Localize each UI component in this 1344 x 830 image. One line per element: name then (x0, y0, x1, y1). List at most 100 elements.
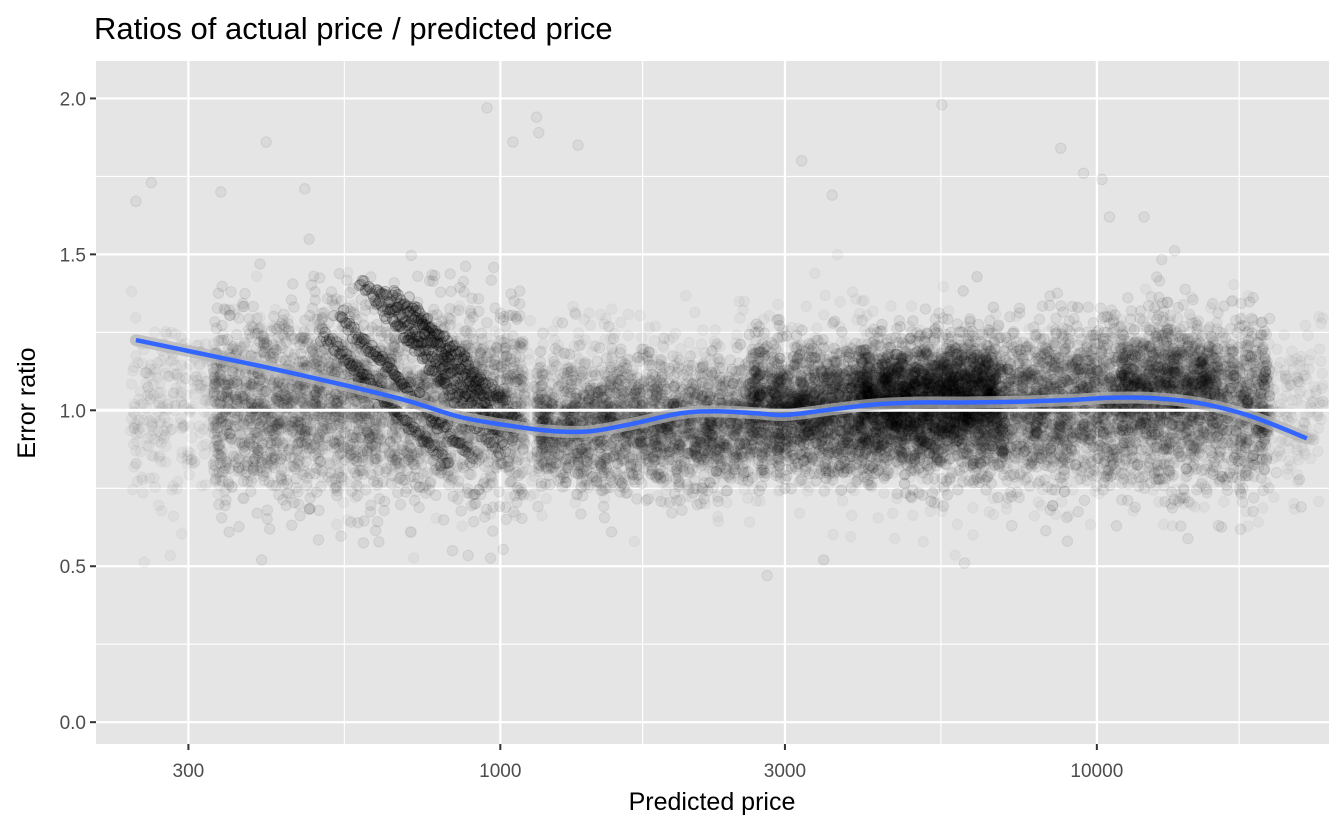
data-point (216, 512, 228, 524)
data-point (412, 270, 424, 282)
data-point (819, 310, 829, 320)
data-point (243, 313, 256, 325)
data-point (181, 363, 191, 373)
data-point (161, 441, 171, 451)
data-point (1229, 279, 1239, 289)
data-point (1314, 496, 1324, 506)
data-point (952, 519, 962, 529)
data-point (154, 500, 164, 510)
data-point (773, 299, 783, 309)
data-point (832, 250, 842, 260)
data-point (1311, 386, 1321, 396)
data-point (338, 394, 350, 406)
data-point (623, 330, 633, 340)
data-point (519, 456, 531, 469)
data-point (217, 334, 230, 346)
data-point (873, 513, 883, 523)
data-point (847, 287, 857, 297)
data-point (1292, 395, 1302, 405)
data-point (390, 373, 402, 386)
data-point (819, 485, 829, 495)
data-point (267, 339, 279, 351)
data-point (435, 320, 447, 332)
data-point (150, 434, 160, 444)
data-point (475, 488, 487, 500)
data-point (485, 274, 497, 286)
data-point (457, 375, 469, 387)
data-point (801, 301, 811, 311)
data-point (1158, 519, 1168, 529)
data-point (351, 490, 364, 502)
data-point (364, 506, 377, 518)
data-point (332, 519, 342, 529)
data-point (1282, 464, 1292, 474)
data-point (182, 403, 192, 413)
data-point (1306, 349, 1316, 359)
data-point (427, 454, 439, 467)
data-point (847, 510, 857, 520)
data-point (585, 320, 595, 330)
data-point (345, 516, 357, 528)
data-point (1296, 356, 1306, 366)
data-point (306, 344, 319, 356)
data-point (835, 297, 845, 307)
data-point (245, 485, 257, 498)
data-point (238, 300, 250, 313)
data-point (172, 484, 182, 494)
data-point (180, 373, 190, 383)
data-point (232, 369, 245, 381)
data-point (162, 422, 172, 432)
data-point (165, 550, 175, 560)
data-point (287, 278, 299, 290)
data-point (968, 502, 978, 512)
data-point (182, 451, 192, 461)
data-point (462, 549, 474, 562)
data-point (230, 393, 242, 406)
data-point (1085, 519, 1095, 529)
data-point (434, 286, 447, 298)
data-point (306, 302, 319, 314)
data-point (906, 301, 916, 311)
data-point (439, 367, 451, 379)
data-point (221, 456, 233, 469)
data-point (325, 422, 337, 434)
data-point (1300, 320, 1310, 330)
data-point (350, 343, 362, 356)
data-point (444, 268, 456, 280)
data-point (868, 306, 878, 316)
data-point (548, 326, 558, 336)
data-point (273, 434, 285, 446)
data-point (128, 484, 138, 494)
data-point (498, 382, 510, 395)
data-point (358, 515, 370, 527)
data-point (355, 364, 367, 377)
data-point (126, 286, 136, 296)
data-point (371, 476, 384, 489)
data-point (395, 471, 407, 484)
data-point (488, 261, 500, 274)
data-point (142, 368, 152, 378)
data-point (1293, 376, 1303, 386)
data-point (968, 530, 978, 540)
data-point (348, 446, 360, 458)
data-point (380, 356, 392, 368)
data-point (176, 418, 186, 428)
data-point (468, 516, 480, 528)
data-point (713, 516, 723, 526)
data-point (133, 358, 143, 368)
data-point (1313, 411, 1323, 421)
data-point (525, 316, 535, 326)
data-point (396, 440, 408, 452)
data-point (446, 436, 459, 448)
data-point (459, 260, 472, 272)
data-point (1287, 346, 1297, 356)
data-point (131, 313, 141, 323)
data-point (192, 371, 202, 381)
data-point (177, 529, 187, 539)
data-point (584, 308, 594, 318)
data-point (1318, 313, 1328, 323)
data-point (309, 286, 321, 298)
data-point (394, 498, 407, 511)
data-point (1288, 364, 1298, 374)
